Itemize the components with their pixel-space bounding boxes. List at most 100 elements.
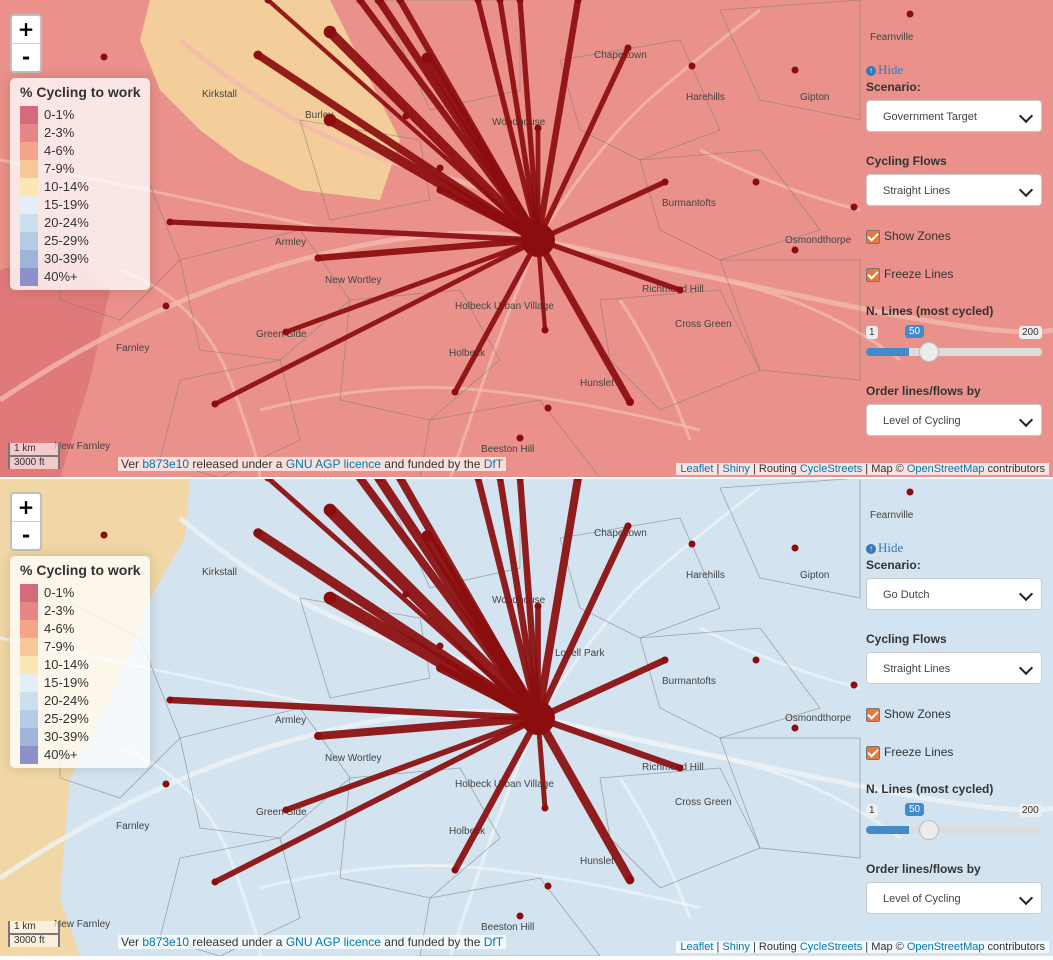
freeze-lines-checkbox[interactable]	[866, 746, 880, 760]
show-zones-checkbox[interactable]	[866, 708, 880, 722]
legend-swatch	[20, 602, 38, 620]
flow-line[interactable]	[166, 696, 542, 722]
leaflet-link[interactable]: Leaflet	[680, 941, 714, 953]
flow-line[interactable]	[534, 236, 634, 406]
cycling-flows-select[interactable]: Straight Lines	[866, 652, 1042, 684]
osm-link[interactable]: OpenStreetMap	[906, 463, 985, 475]
flow-line[interactable]	[265, 478, 541, 721]
flow-line[interactable]	[167, 219, 541, 243]
flow-endpoint	[534, 602, 542, 610]
commit-link[interactable]: b873e10	[142, 457, 190, 471]
flow-line[interactable]	[436, 186, 542, 244]
commit-link[interactable]: b873e10	[142, 935, 190, 949]
legend-label: 40%+	[44, 747, 78, 762]
flow-lines[interactable]	[167, 0, 683, 407]
flow-line[interactable]	[496, 478, 542, 722]
legend-label: 0-1%	[44, 585, 75, 600]
slider-handle[interactable]	[919, 820, 940, 840]
flow-line[interactable]	[325, 27, 543, 245]
flow-line[interactable]	[314, 236, 542, 262]
flow-endpoint	[574, 0, 582, 4]
info-icon: ↑	[866, 544, 876, 554]
zone-centroid	[544, 404, 552, 412]
hide-button[interactable]: ↑ Hide	[866, 540, 903, 556]
cycling-flows-select[interactable]: Straight Lines	[866, 174, 1042, 206]
zoom-out-button[interactable]: -	[21, 523, 31, 547]
flow-line[interactable]	[265, 0, 541, 243]
shiny-link[interactable]: Shiny	[722, 941, 750, 953]
flow-line[interactable]	[497, 0, 541, 243]
map-panel-government-target[interactable]: Kirkstall Burley Chapeltown Harehills Gipton…	[0, 0, 1053, 478]
range-value: 50	[905, 325, 925, 338]
osm-link[interactable]: OpenStreetMap	[906, 941, 985, 953]
n-lines-slider[interactable]	[866, 348, 1042, 356]
flow-line[interactable]	[534, 656, 669, 722]
flow-line[interactable]	[535, 179, 668, 243]
flow-endpoint	[661, 656, 669, 664]
flow-line[interactable]	[475, 0, 541, 243]
flow-line[interactable]	[535, 45, 631, 243]
flow-line[interactable]	[436, 664, 542, 722]
zone-centroid	[791, 246, 799, 254]
flow-line[interactable]	[534, 0, 582, 244]
legend-label: 7-9%	[44, 161, 75, 176]
flow-endpoint	[253, 50, 263, 60]
legend-swatch	[20, 728, 38, 746]
legend-swatch	[20, 160, 38, 178]
leaflet-link[interactable]: Leaflet	[680, 463, 714, 475]
centroid-dots	[100, 0, 914, 442]
licence-link[interactable]: GNU AGP licence	[285, 457, 381, 471]
zone-centroid	[516, 434, 524, 442]
flow-line[interactable]	[534, 478, 582, 722]
flow-line[interactable]	[212, 237, 541, 407]
flow-lines[interactable]	[166, 478, 684, 885]
zone-centroid	[162, 780, 170, 788]
flow-line[interactable]	[356, 478, 542, 722]
shiny-link[interactable]: Shiny	[722, 463, 750, 475]
flow-line[interactable]	[517, 0, 541, 243]
place-label: Holbeck	[449, 826, 486, 837]
map-panel-go-dutch[interactable]: KirkstallChapeltownHarehillsGiptonWoodho…	[0, 478, 1053, 960]
flow-line[interactable]	[534, 522, 632, 722]
flow-line[interactable]	[356, 0, 542, 244]
show-zones-checkbox[interactable]	[866, 230, 880, 244]
flow-endpoint	[541, 326, 549, 334]
legend-swatch	[20, 142, 38, 160]
flow-line[interactable]	[283, 715, 541, 813]
flow-line[interactable]	[451, 714, 542, 874]
flow-line[interactable]	[533, 713, 635, 885]
n-lines-slider[interactable]	[866, 826, 1042, 834]
dft-link[interactable]: DfT	[483, 935, 504, 949]
flow-line[interactable]	[474, 478, 542, 722]
flow-line[interactable]	[283, 237, 541, 335]
dft-link[interactable]: DfT	[483, 457, 504, 471]
hide-button[interactable]: ↑ Hide	[866, 62, 903, 78]
flow-line[interactable]	[535, 237, 683, 293]
flow-line[interactable]	[396, 0, 542, 244]
cyclestreets-link[interactable]: CycleStreets	[799, 463, 863, 475]
flow-line[interactable]	[452, 237, 541, 395]
flow-line[interactable]	[534, 714, 684, 772]
zoom-in-button[interactable]: +	[12, 16, 40, 44]
flow-line[interactable]	[212, 715, 541, 885]
cyclestreets-link[interactable]: CycleStreets	[799, 941, 863, 953]
zoom-out-button[interactable]: -	[21, 45, 31, 69]
legend-swatch	[20, 106, 38, 124]
order-select[interactable]: Level of Cycling	[866, 882, 1042, 914]
flow-line[interactable]	[314, 714, 542, 740]
flow-line[interactable]	[396, 478, 542, 722]
flow-endpoint	[661, 178, 669, 186]
map-text: | Map ©	[862, 941, 907, 953]
scenario-select[interactable]: Go Dutch	[866, 578, 1042, 610]
road	[537, 238, 901, 362]
place-label: Fearnville	[870, 510, 914, 521]
licence-link[interactable]: GNU AGP licence	[285, 935, 381, 949]
flow-line[interactable]	[516, 478, 542, 722]
slider-handle[interactable]	[919, 342, 940, 362]
scenario-select[interactable]: Government Target	[866, 100, 1042, 132]
flow-line[interactable]	[323, 503, 545, 725]
freeze-lines-checkbox[interactable]	[866, 268, 880, 282]
legend-label: 15-19%	[44, 675, 89, 690]
order-select[interactable]: Level of Cycling	[866, 404, 1042, 436]
zoom-in-button[interactable]: +	[12, 494, 40, 522]
